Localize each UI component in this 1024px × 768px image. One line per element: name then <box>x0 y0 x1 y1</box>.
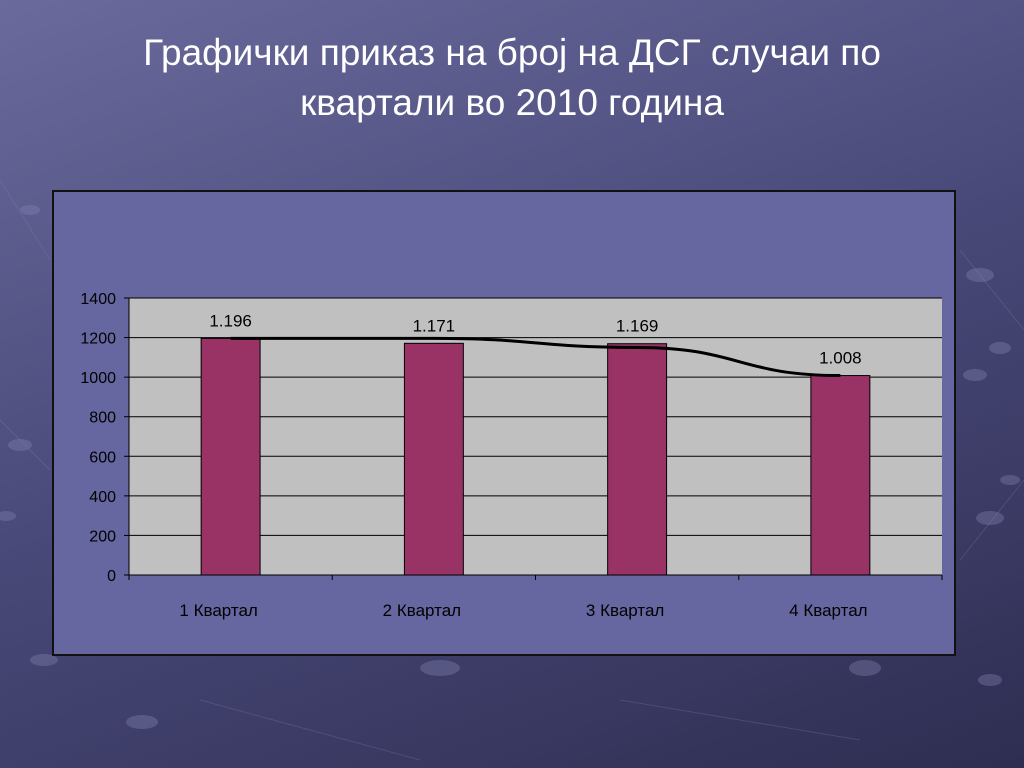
category-label-3: 3 Квартал <box>586 601 664 620</box>
trend-line <box>230 336 841 378</box>
bar-3 <box>607 343 668 576</box>
data-label-2: 1.171 <box>413 316 456 335</box>
y-tick-label: 800 <box>89 410 116 427</box>
bar-chart: 0 200 400 600 800 1000 1200 1400 1.196 1 Квартал 1… <box>80 291 943 620</box>
data-label-3: 1.169 <box>616 317 659 336</box>
category-label-4: 4 Квартал <box>789 601 867 620</box>
y-tick-label: 1400 <box>80 291 116 308</box>
y-tick-label: 200 <box>89 528 116 545</box>
bar-4 <box>810 375 871 576</box>
slide-title-line1: Графички приказ на број на ДСГ случаи по <box>143 32 881 73</box>
slide-title-line2: квартали во 2010 година <box>300 82 724 123</box>
data-label-4: 1.008 <box>819 349 862 368</box>
y-tick-label: 600 <box>89 449 116 466</box>
bar-2 <box>403 342 464 576</box>
y-tick-label: 1200 <box>80 331 116 348</box>
category-label-1: 1 Квартал <box>179 601 257 620</box>
data-label-1: 1.196 <box>209 311 252 330</box>
y-tick-label: 1000 <box>80 370 116 387</box>
category-label-2: 2 Квартал <box>383 601 461 620</box>
y-tick-label: 400 <box>89 489 116 506</box>
y-tick-label: 0 <box>107 568 116 585</box>
bar-1 <box>200 337 261 576</box>
slide-title: Графички приказ на број на ДСГ случаи по… <box>60 28 964 128</box>
